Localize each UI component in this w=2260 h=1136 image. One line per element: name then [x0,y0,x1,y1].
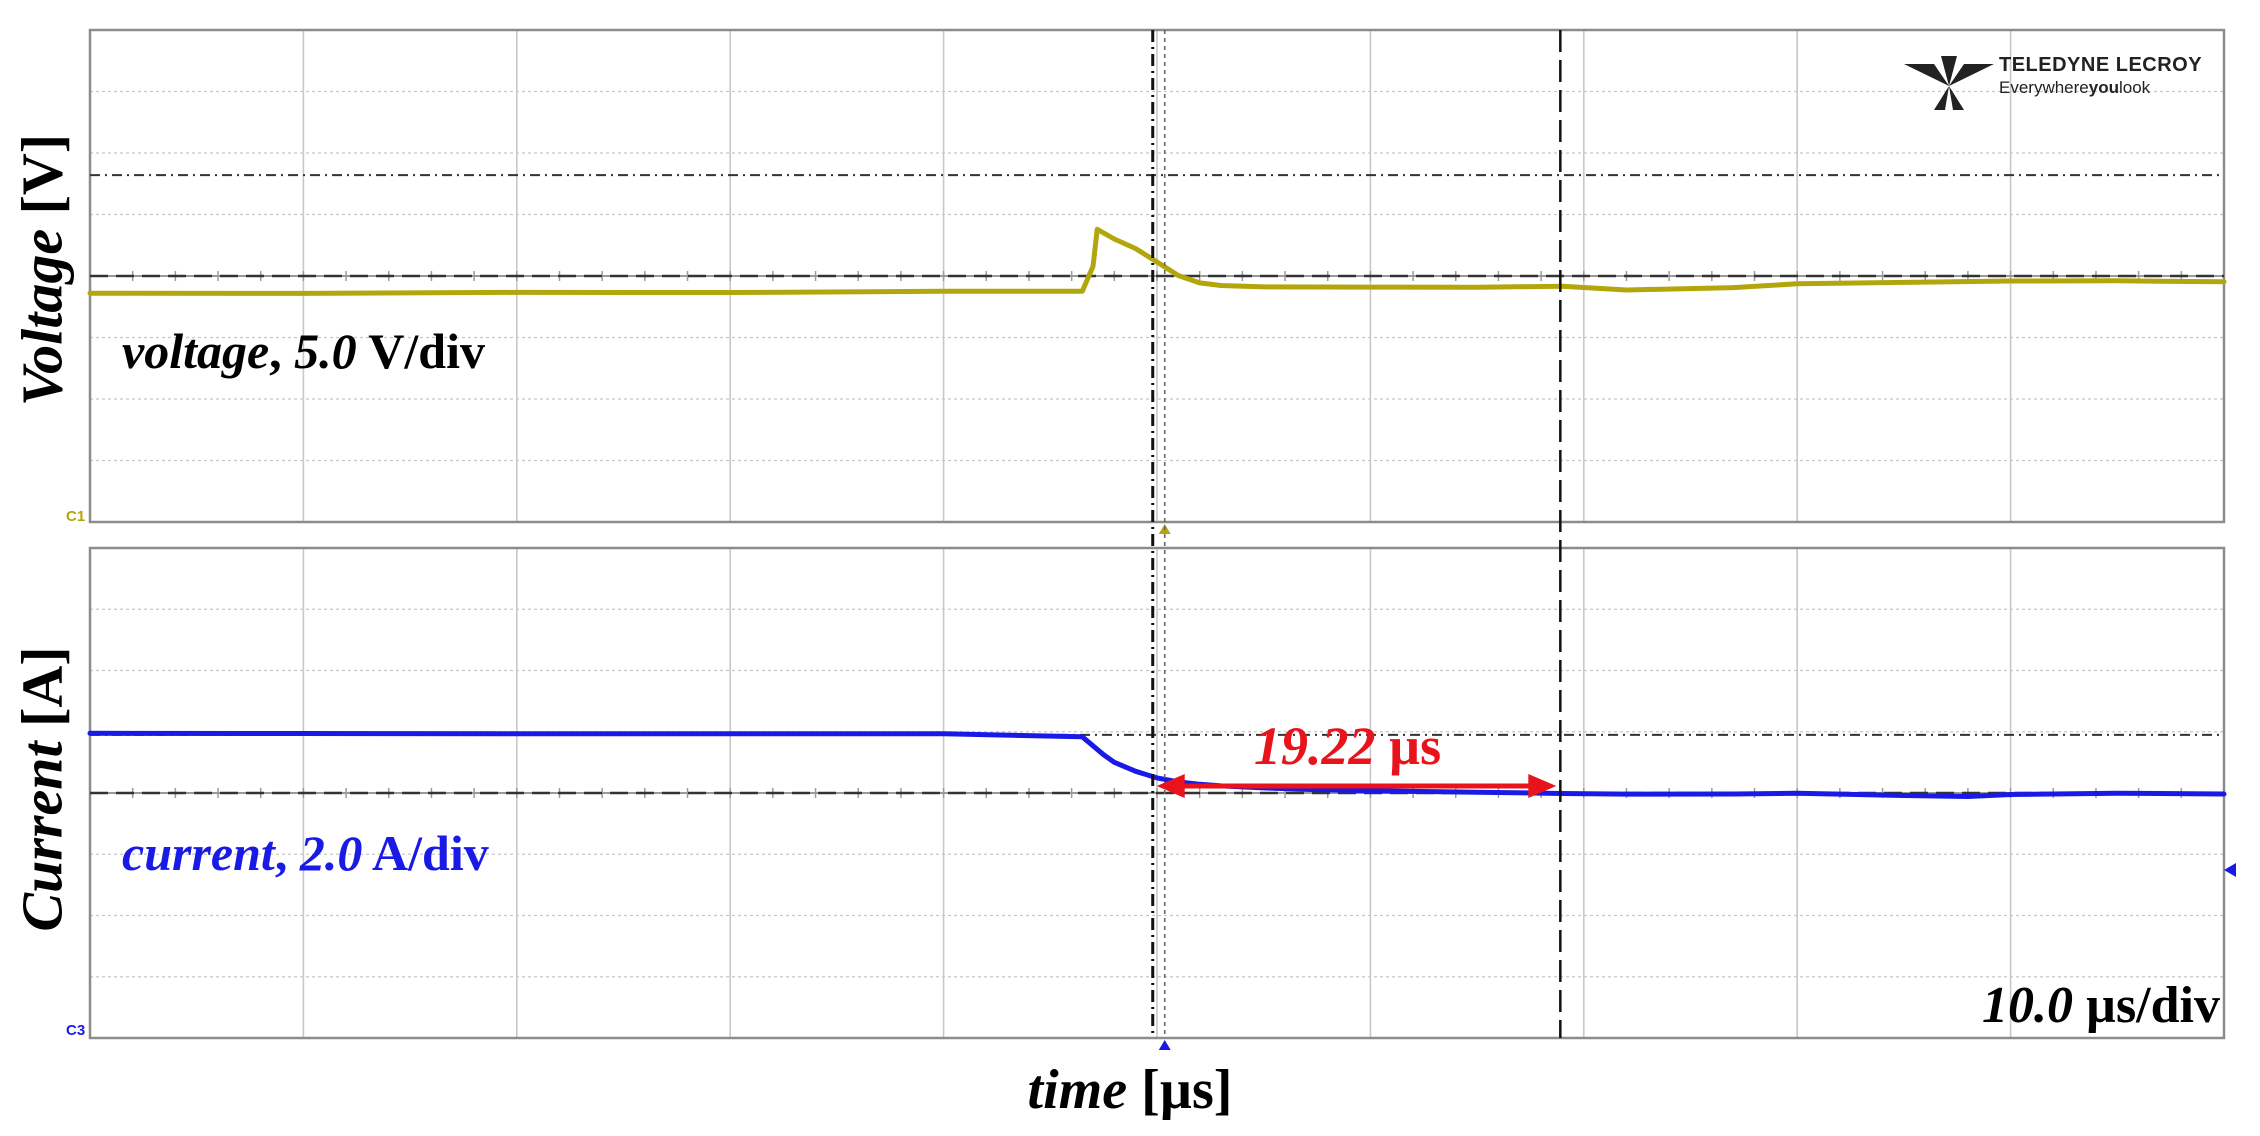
delta-arrow-left-head [1156,774,1185,798]
brand-tagline: Everywhereyoulook [1999,78,2151,97]
timebase-label: 10.0 µs/div [1981,977,2220,1034]
trigger-marker [1158,1040,1171,1050]
delta-arrow-right-head [1528,774,1557,798]
brand-name: TELEDYNE LECROY [1999,54,2203,76]
voltage-panel [87,28,2227,534]
teledyne-emblem-icon [1904,56,1994,110]
time-axis-label: time [µs] [1027,1059,1233,1121]
cursor-overlay [1151,30,1562,1038]
voltage-scale-note: voltage, 5.0 V/div [122,323,485,379]
channel-1-marker: C1 [66,508,86,525]
channel-3-marker: C3 [66,1022,86,1039]
current-panel [87,546,2236,1050]
voltage-trace [87,226,2227,296]
teledyne-lecroy-logo: TELEDYNE LECROY Everywhereyoulook [1904,52,2234,112]
level-marker [2224,863,2236,877]
current-axis-label: Current [A] [9,646,75,932]
delta-time-label: 19.22 µs [1254,716,1442,776]
voltage-axis-label: Voltage [V] [9,133,75,407]
current-scale-note: current, 2.0 A/div [122,825,489,881]
